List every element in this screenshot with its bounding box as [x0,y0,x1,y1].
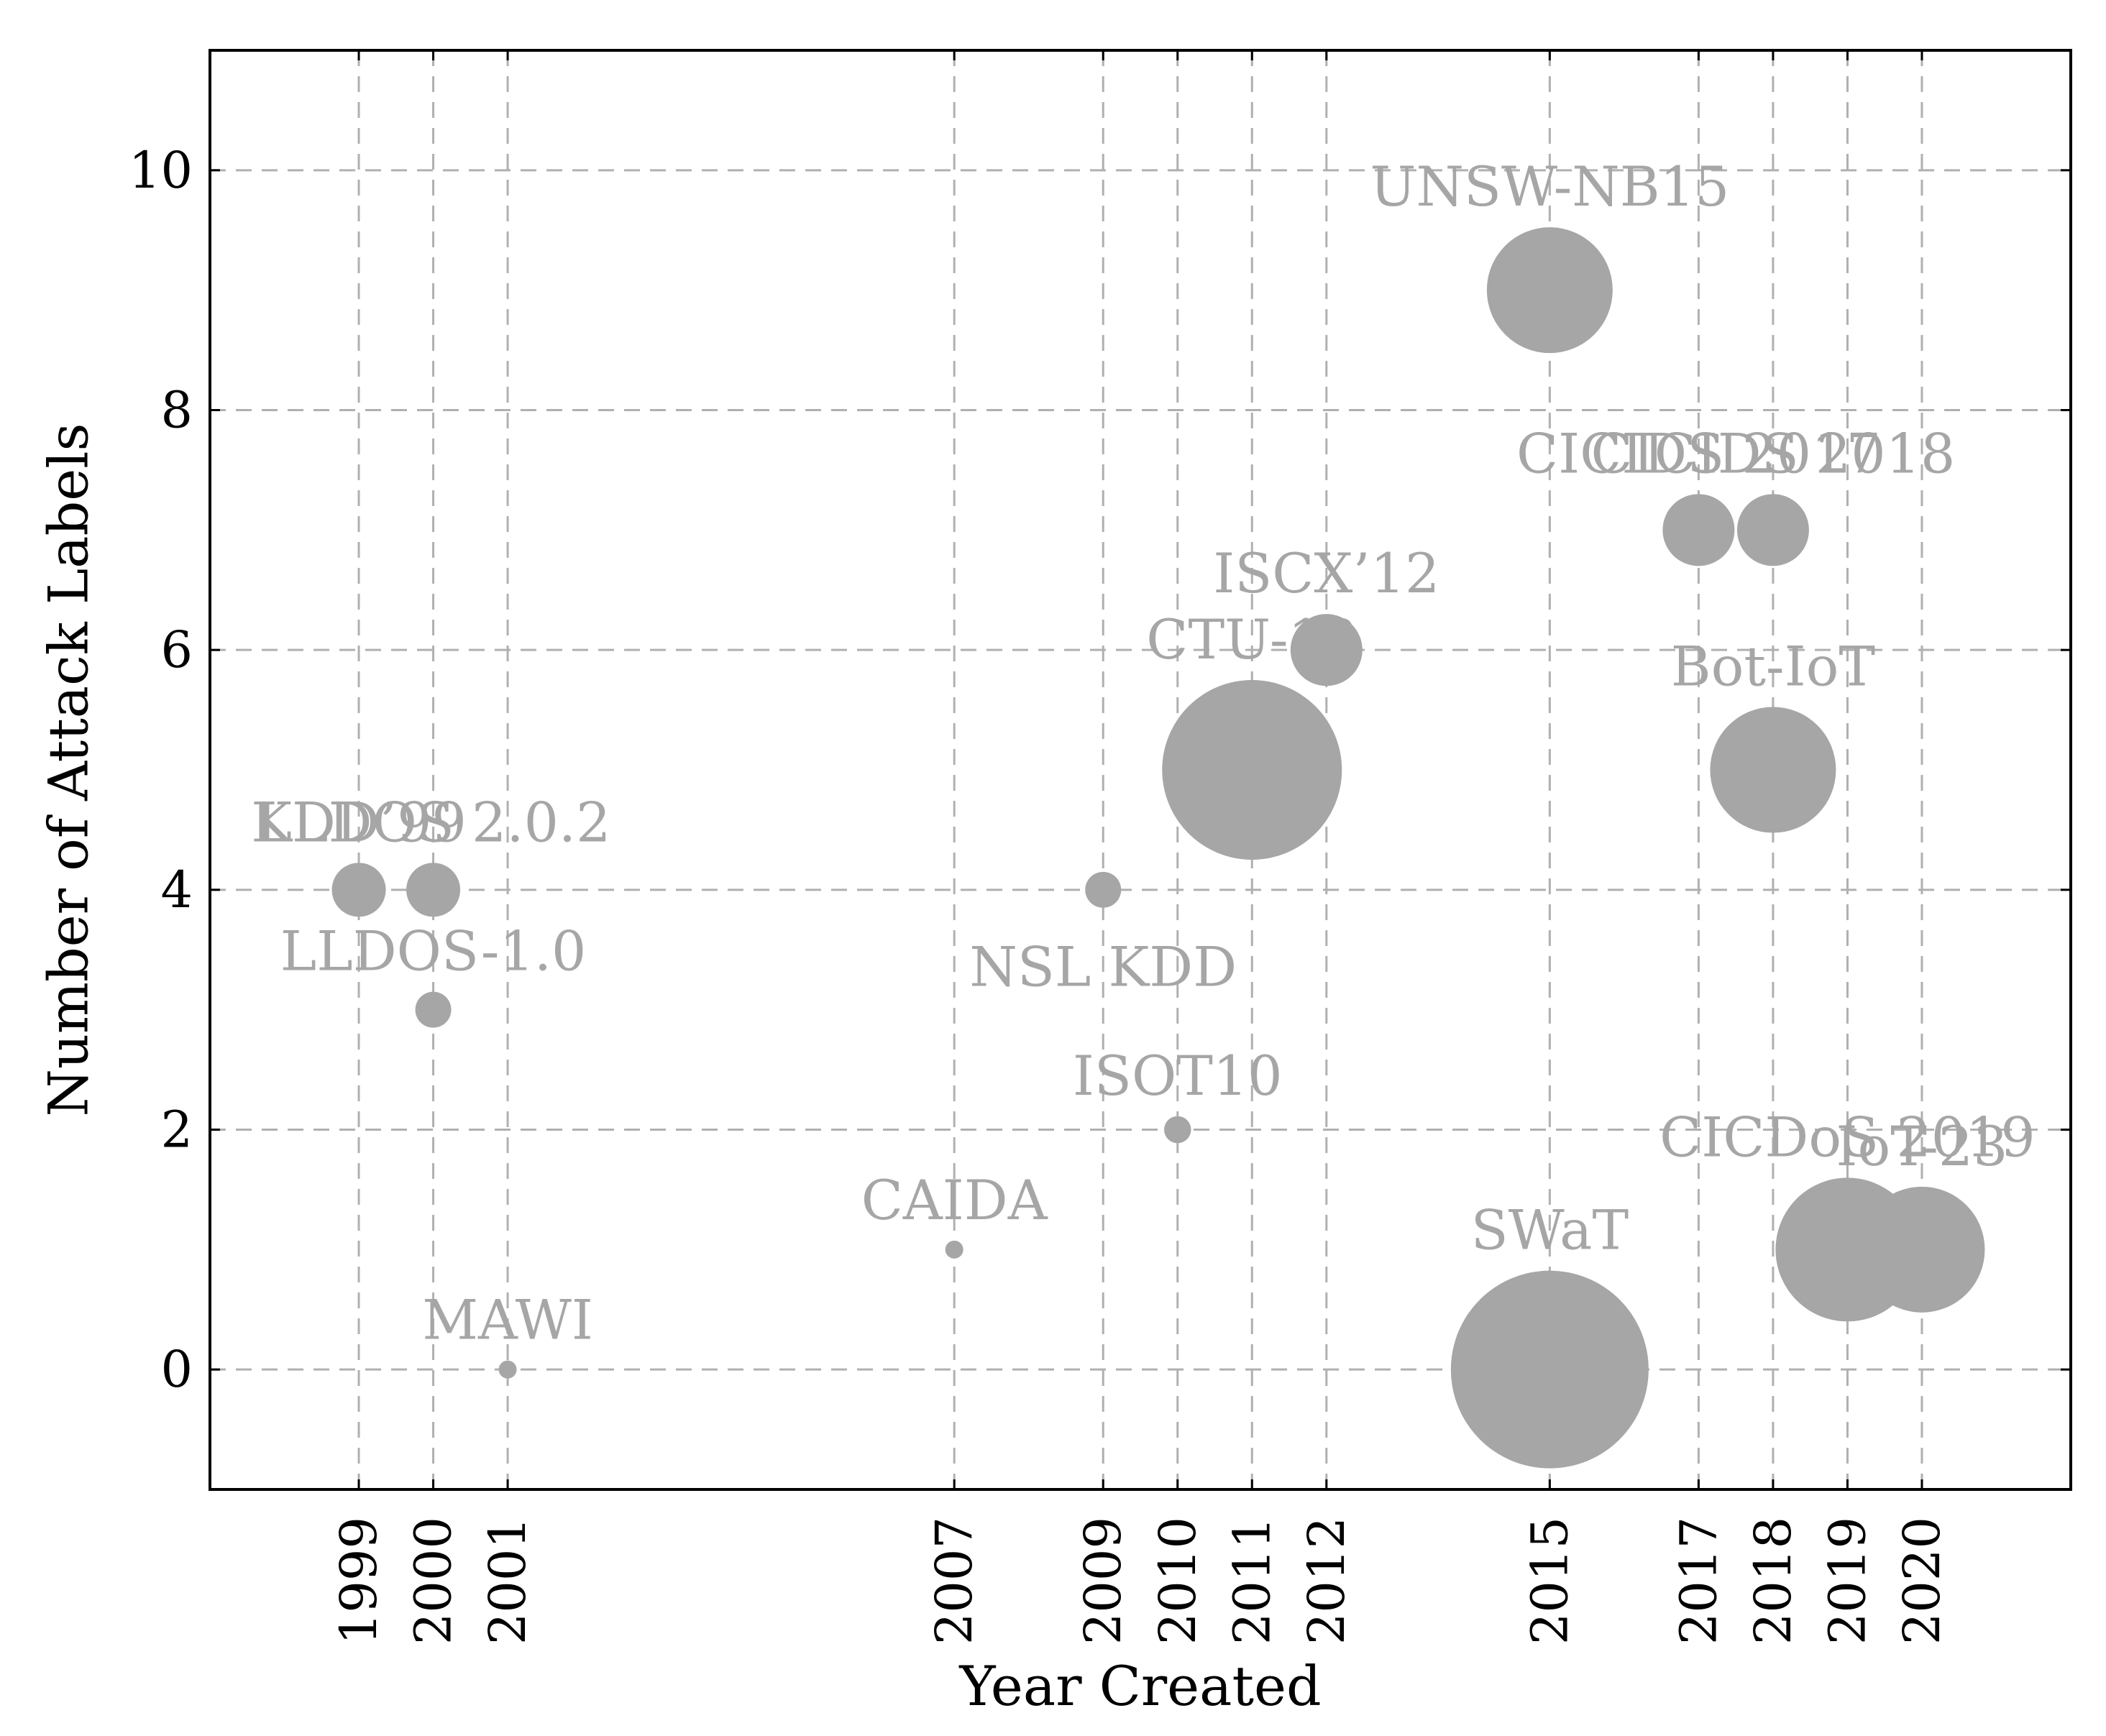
x-tick-label: 2018 [1744,1517,1803,1645]
data-point [498,1360,517,1379]
x-tick-label: 2011 [1222,1517,1281,1645]
point-label: ISCX’12 [1213,541,1439,605]
point-label: CAIDA [861,1168,1048,1232]
x-tick-label: 2001 [478,1517,537,1645]
data-point [1710,707,1836,833]
point-label: CTU-13 [1146,607,1358,671]
y-tick-label: 0 [160,1340,193,1399]
x-tick-label: 2007 [925,1517,984,1645]
ticks-layer: 1999 2000 2001 2007 2009 2010 2011 2012 2015 2017… [129,50,2071,1645]
x-axis-label: Year Created [958,1654,1321,1718]
data-point [1164,1116,1191,1144]
data-point [945,1240,963,1259]
data-point [406,863,461,917]
x-tick-label: 2012 [1297,1517,1356,1645]
x-tick-label: 2009 [1073,1517,1132,1645]
point-label: LLDOS-1.0 [280,919,587,983]
y-tick-label: 8 [160,381,193,440]
point-label: CICIDS 2017 [1516,421,1881,485]
x-tick-label: 1999 [329,1517,388,1645]
data-point [1736,494,1809,566]
plot-frame [209,49,2072,1491]
x-tick-label: 2015 [1520,1517,1579,1645]
x-tick-label: 2019 [1818,1517,1877,1645]
point-label: ISOT10 [1073,1044,1283,1108]
data-point [1662,494,1735,566]
point-label: CICIDS 2018 [1590,421,1955,485]
x-tick-label: 2020 [1892,1517,1951,1645]
data-point [331,863,386,917]
point-label: KDD’99 [251,790,467,854]
data-point [1859,1186,1985,1313]
points-layer [331,227,1985,1469]
data-point [1085,871,1122,908]
point-label: NSL KDD [969,935,1237,999]
data-point [415,991,452,1028]
point-label: IoT-23 [1836,1114,2007,1178]
x-tick-label: 2017 [1669,1517,1728,1645]
y-tick-label: 10 [129,141,193,200]
point-label: UNSW-NB15 [1370,155,1729,219]
data-point [1450,1270,1649,1469]
data-point [1162,680,1342,860]
point-label: MAWI [422,1288,593,1352]
point-label: Bot-IoT [1671,635,1875,699]
y-tick-label: 2 [160,1101,193,1159]
y-tick-label: 6 [160,620,193,679]
x-tick-label: 2010 [1148,1517,1207,1645]
x-tick-label: 2000 [404,1517,463,1645]
point-label: LLDOS 2.0.2 [256,790,611,854]
point-label: SWaT [1471,1198,1629,1262]
point-label: CICDoS 2019 [1659,1105,2036,1169]
data-point [1290,614,1363,686]
data-point [1486,227,1613,354]
y-tick-label: 4 [160,860,193,919]
y-axis-label: Number of Attack Labels [37,423,101,1116]
